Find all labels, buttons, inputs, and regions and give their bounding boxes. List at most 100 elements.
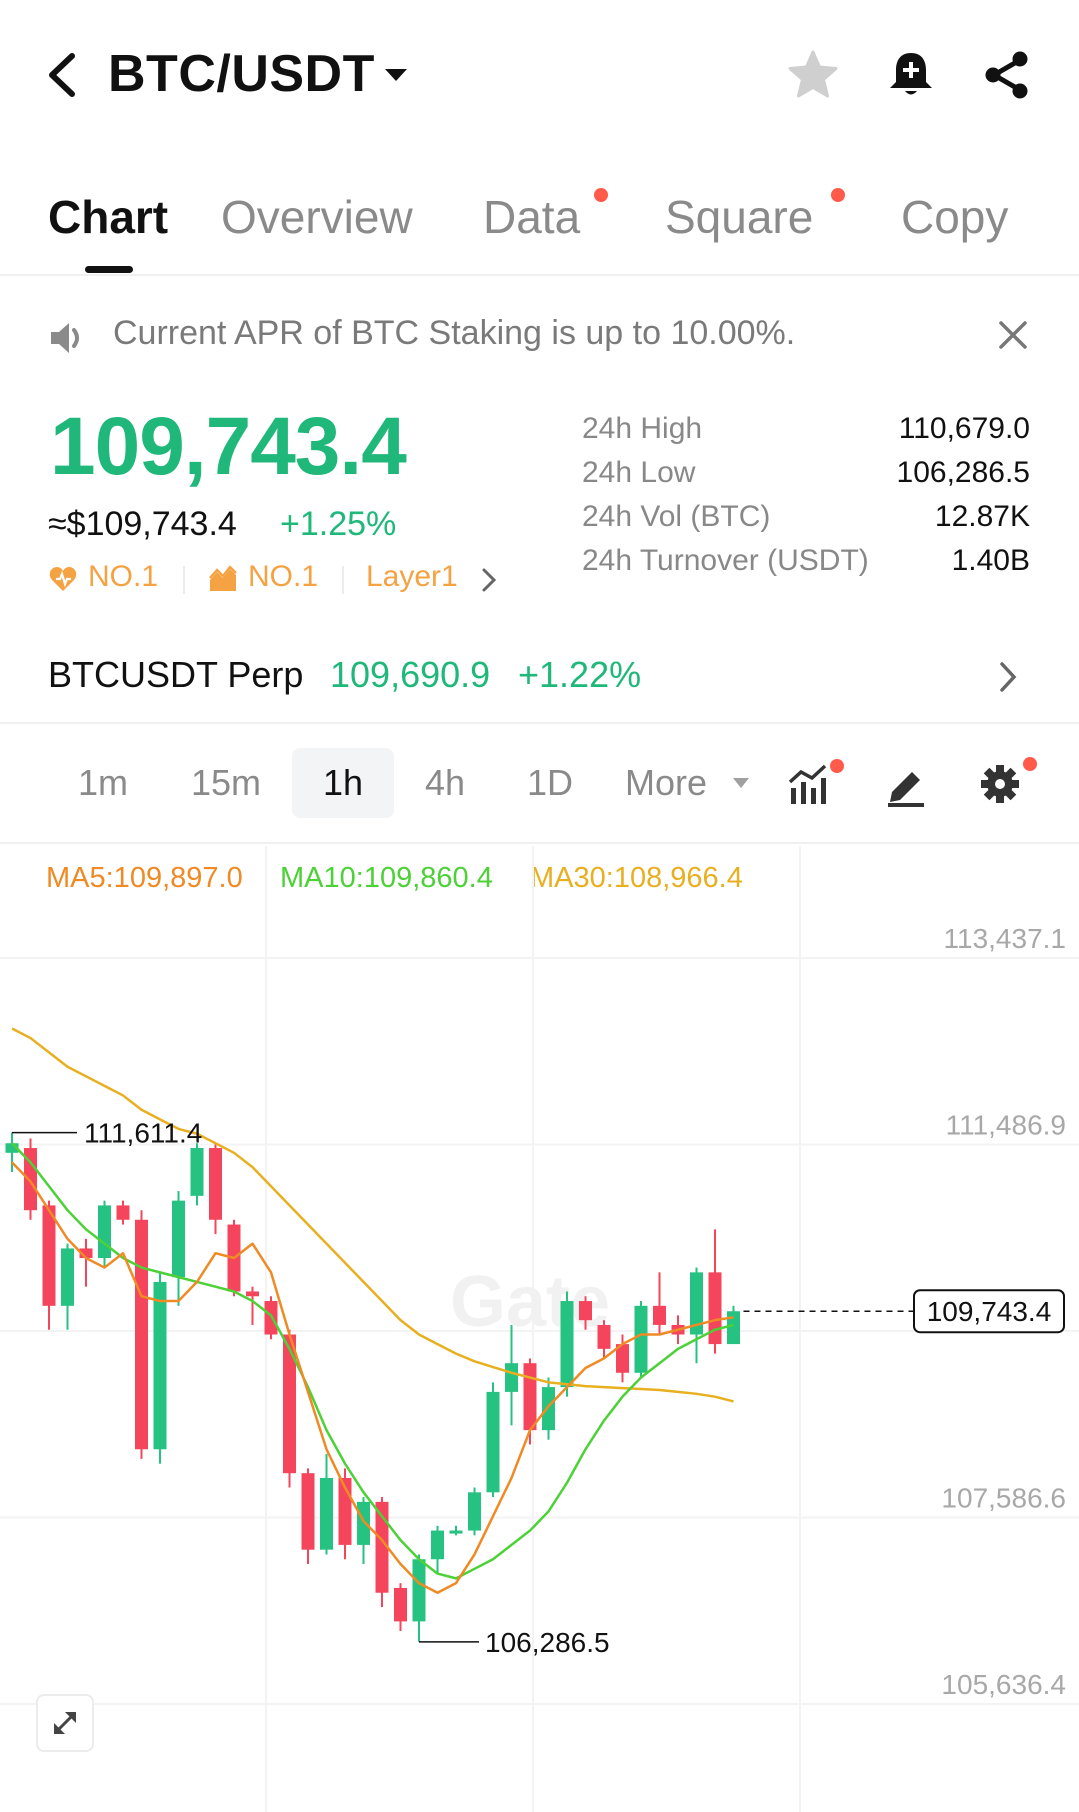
tab-bar: Chart Overview Data Square Copy xyxy=(0,170,1079,276)
candle xyxy=(190,1148,204,1196)
candle xyxy=(61,1248,74,1306)
heart-icon xyxy=(49,567,77,591)
speaker-icon xyxy=(51,323,79,353)
more-intervals-button[interactable]: More xyxy=(625,762,708,803)
price-change-pct: +1.25% xyxy=(280,505,397,543)
low-marker-label: 106,286.5 xyxy=(485,1627,610,1658)
tag-label: NO.1 xyxy=(248,560,319,593)
candle xyxy=(283,1334,296,1474)
stat-value: 106,286.5 xyxy=(896,456,1030,489)
candle xyxy=(560,1301,574,1388)
candle xyxy=(42,1205,56,1306)
candle xyxy=(320,1477,333,1550)
caret-down-icon[interactable] xyxy=(731,776,751,790)
candle xyxy=(542,1387,555,1431)
candle xyxy=(5,1143,19,1153)
trend-icon xyxy=(209,565,237,591)
chevron-right-icon xyxy=(482,568,497,592)
last-price-label: 109,743.4 xyxy=(927,1296,1052,1327)
candle xyxy=(153,1281,167,1450)
interval-15m[interactable]: 15m xyxy=(190,762,262,803)
tab-copy[interactable]: Copy xyxy=(901,191,1009,243)
candle xyxy=(357,1501,370,1545)
stat-row-low: 24h Low 106,286.5 xyxy=(582,454,1030,498)
interval-1m[interactable]: 1m xyxy=(77,762,128,803)
last-price: 109,743.4 xyxy=(50,401,407,492)
expand-button[interactable] xyxy=(36,1694,94,1752)
candle xyxy=(98,1205,111,1259)
close-icon[interactable] xyxy=(996,318,1030,352)
tag-divider xyxy=(183,566,185,594)
tab-data-dot xyxy=(594,188,608,202)
y-tick-label: 111,486.9 xyxy=(946,1110,1066,1141)
share-icon[interactable] xyxy=(980,48,1034,102)
candle xyxy=(301,1473,315,1550)
high-marker-label: 111,611.4 xyxy=(84,1118,202,1149)
candle xyxy=(172,1200,185,1278)
tag-divider xyxy=(342,566,344,594)
perp-price: 109,690.9 xyxy=(330,654,491,695)
active-tab-indicator xyxy=(85,266,133,273)
price-chart[interactable]: MA5:109,897.0 MA10:109,860.4 MA30:108,96… xyxy=(0,846,1079,1812)
pair-title[interactable]: BTC/USDT xyxy=(108,45,375,103)
candle xyxy=(653,1305,666,1325)
candle xyxy=(449,1530,463,1534)
stat-value: 1.40B xyxy=(951,544,1030,577)
candle xyxy=(209,1148,222,1220)
candle xyxy=(246,1291,259,1297)
tab-chart[interactable]: Chart xyxy=(48,191,169,243)
tag-label: NO.1 xyxy=(88,560,159,593)
tag-row[interactable]: NO.1 NO.1 Layer1 xyxy=(48,560,568,600)
candle xyxy=(431,1530,444,1560)
draw-icon[interactable] xyxy=(884,762,928,808)
candle xyxy=(505,1363,518,1392)
ma5-legend: MA5:109,897.0 xyxy=(46,862,243,894)
candle xyxy=(634,1305,648,1373)
y-tick-label: 113,437.1 xyxy=(944,923,1067,954)
candle xyxy=(486,1391,500,1493)
candle xyxy=(394,1587,407,1622)
bell-plus-icon[interactable] xyxy=(884,48,938,102)
stat-row-turnover: 24h Turnover (USDT) 1.40B xyxy=(582,542,1030,586)
ma30-line xyxy=(11,1027,734,1403)
star-icon[interactable] xyxy=(786,48,840,102)
usd-price: ≈$109,743.4 xyxy=(48,505,237,543)
candle xyxy=(135,1219,148,1450)
chevron-right-icon xyxy=(1000,662,1017,692)
y-tick-label: 107,586.6 xyxy=(941,1482,1066,1513)
notice-bar[interactable]: Current APR of BTC Staking is up to 10.0… xyxy=(0,296,1079,376)
candle xyxy=(79,1248,93,1259)
candle xyxy=(597,1324,611,1349)
interval-4h[interactable]: 4h xyxy=(424,762,466,803)
stats-panel: 24h High 110,679.0 24h Low 106,286.5 24h… xyxy=(582,410,1030,586)
candle xyxy=(523,1363,537,1431)
perp-name: BTCUSDT Perp xyxy=(48,654,304,695)
stat-row-volume: 24h Vol (BTC) 12.87K xyxy=(582,498,1030,542)
candle xyxy=(24,1148,37,1211)
chevron-left-icon[interactable] xyxy=(44,50,84,100)
ma30-legend: MA30:108,966.4 xyxy=(530,862,743,894)
interval-1h[interactable]: 1h xyxy=(292,748,394,818)
indicator-icon[interactable] xyxy=(787,758,847,808)
interval-1d[interactable]: 1D xyxy=(526,762,574,803)
ma5-line xyxy=(11,1161,734,1594)
stat-value: 110,679.0 xyxy=(898,412,1030,445)
ma10-legend: MA10:109,860.4 xyxy=(280,862,493,894)
caret-down-icon[interactable] xyxy=(383,66,409,84)
tab-overview[interactable]: Overview xyxy=(221,191,413,243)
candle xyxy=(375,1501,389,1593)
stat-label: 24h Turnover (USDT) xyxy=(582,544,869,577)
candle xyxy=(579,1301,592,1321)
candlestick-chart[interactable]: Gate113,437.1111,486.9109,536.7107,586.6… xyxy=(0,846,1079,1812)
notice-text: Current APR of BTC Staking is up to 10.0… xyxy=(113,314,796,352)
perp-change: +1.22% xyxy=(518,654,642,695)
tab-square-dot xyxy=(831,188,845,202)
tab-data[interactable]: Data xyxy=(483,191,581,243)
candle xyxy=(708,1272,722,1345)
candle xyxy=(412,1559,426,1622)
stat-label: 24h Low xyxy=(582,456,696,489)
tab-square[interactable]: Square xyxy=(665,191,814,243)
perp-row[interactable]: BTCUSDT Perp 109,690.9 +1.22% xyxy=(0,632,1079,724)
settings-icon[interactable] xyxy=(978,756,1040,808)
candle xyxy=(468,1492,481,1531)
